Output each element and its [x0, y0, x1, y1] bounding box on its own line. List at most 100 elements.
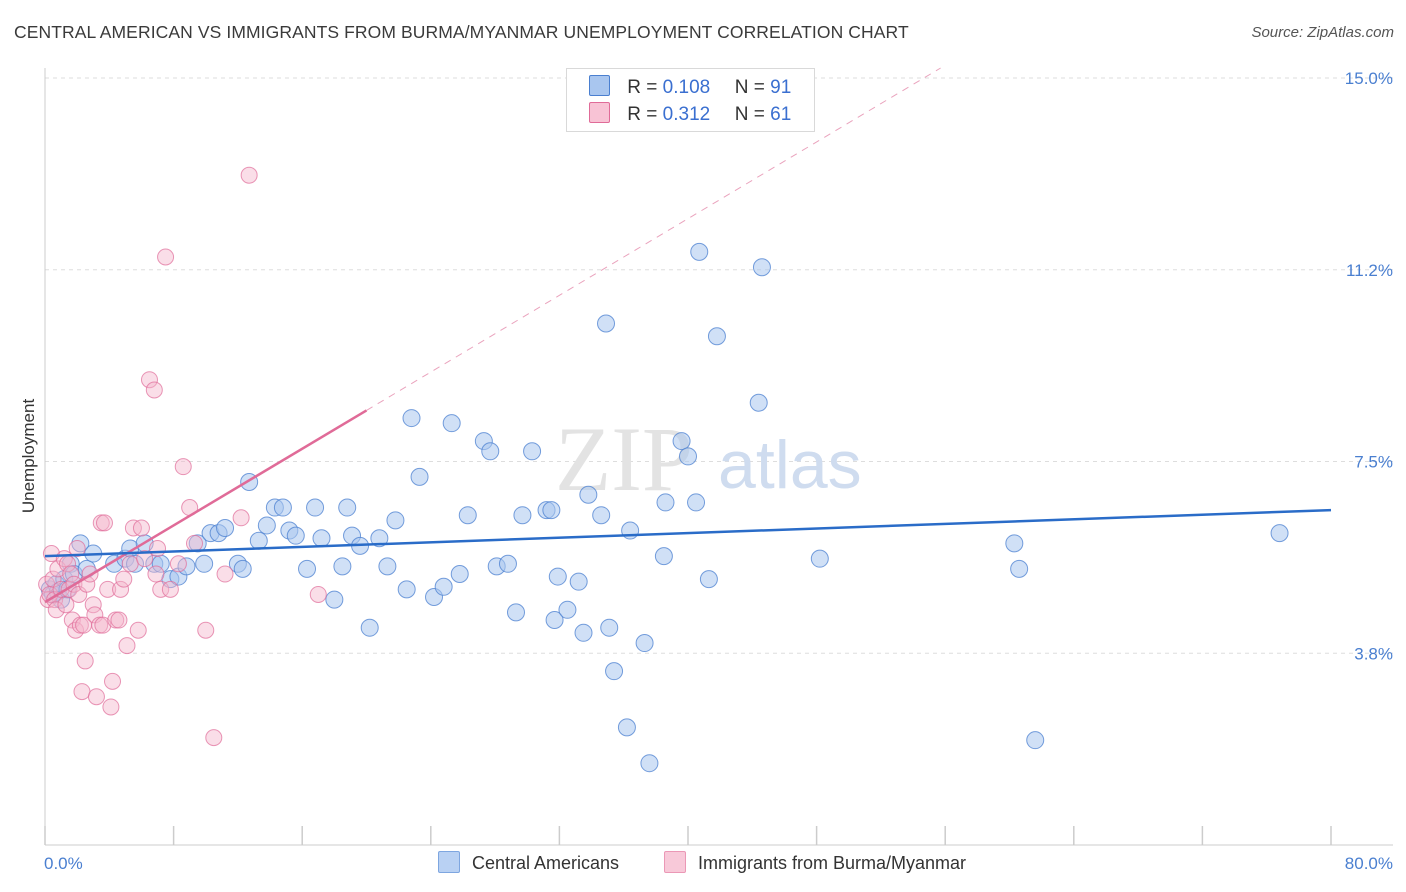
point-burma-myanmar: [205, 729, 223, 747]
series-central-americans: [40, 242, 1289, 773]
legend-r-label: R =: [627, 104, 658, 125]
point-burma-myanmar: [57, 596, 75, 614]
legend-r-value: 0.108: [662, 77, 711, 98]
point-central-american: [498, 554, 517, 573]
point-central-american: [548, 567, 567, 586]
bottom-legend-swatch-pink: [664, 851, 686, 873]
series-burma-myanmar: [38, 166, 327, 747]
y-tick-label-2: 7.5%: [1354, 453, 1393, 472]
watermark-zip: ZIP: [555, 408, 693, 510]
point-central-american: [605, 662, 624, 681]
point-burma-myanmar: [147, 565, 165, 583]
y-tick-label-1: 11.2%: [1346, 261, 1393, 280]
point-central-american: [574, 623, 593, 642]
correlation-legend: R = 0.108 N = 91 R = 0.312 N = 61: [566, 68, 815, 132]
point-central-american: [233, 559, 252, 578]
point-central-american: [410, 467, 429, 486]
x-tick-label-min: 0.0%: [44, 854, 83, 873]
source-label: Source: ZipAtlas.com: [1251, 24, 1394, 41]
point-burma-myanmar: [63, 611, 81, 629]
point-central-american: [216, 518, 235, 537]
point-central-american: [699, 570, 718, 589]
legend-row-burma-myanmar: R = 0.312 N = 61: [589, 102, 791, 128]
point-central-american: [434, 577, 453, 596]
point-central-american: [378, 557, 397, 576]
point-central-american: [640, 754, 659, 773]
legend-n-value: 91: [770, 77, 792, 98]
point-central-american: [600, 618, 619, 637]
point-central-american: [195, 554, 214, 573]
point-burma-myanmar: [140, 371, 158, 389]
point-central-american: [1270, 524, 1289, 543]
x-tick-label-max: 80.0%: [1345, 854, 1393, 873]
point-burma-myanmar: [118, 637, 136, 655]
point-burma-myanmar: [161, 580, 179, 598]
bottom-legend-central-americans: Central Americans: [438, 851, 619, 874]
point-central-american: [360, 618, 379, 637]
trend-lines: [44, 67, 1332, 604]
point-burma-myanmar: [67, 621, 85, 639]
point-burma-myanmar: [68, 539, 86, 557]
point-central-american: [1026, 731, 1045, 750]
y-tick-labels: 15.0% 11.2% 7.5% 3.8%: [1345, 69, 1393, 663]
point-burma-myanmar: [136, 550, 154, 568]
point-burma-myanmar: [102, 698, 120, 716]
point-central-american: [656, 493, 675, 512]
point-central-american: [542, 501, 561, 520]
point-central-american: [325, 590, 344, 609]
point-burma-myanmar: [174, 458, 192, 476]
point-burma-myanmar: [240, 166, 258, 184]
legend-r-value: 0.312: [662, 104, 711, 125]
point-central-american: [707, 327, 726, 346]
y-axis-title: Unemployment: [19, 399, 38, 514]
point-burma-myanmar: [104, 672, 122, 690]
point-central-american: [333, 557, 352, 576]
point-central-american: [579, 485, 598, 504]
point-central-american: [569, 572, 588, 591]
point-burma-myanmar: [42, 545, 60, 563]
point-burma-myanmar: [169, 555, 187, 573]
bottom-legend-label: Immigrants from Burma/Myanmar: [698, 853, 967, 873]
point-central-american: [687, 493, 706, 512]
point-central-american: [679, 447, 697, 466]
point-central-american: [286, 526, 305, 545]
point-central-american: [481, 442, 500, 461]
point-central-american: [597, 314, 616, 333]
watermark-atlas: atlas: [718, 427, 862, 503]
point-burma-myanmar: [87, 688, 105, 706]
axes: [44, 68, 1393, 846]
point-central-american: [370, 529, 389, 548]
trend-line-burma-myanmar: [44, 409, 368, 604]
point-central-american: [506, 603, 525, 622]
point-central-american: [1010, 559, 1029, 578]
point-central-american: [749, 393, 768, 412]
trend-line-central-americans: [44, 508, 1332, 558]
point-burma-myanmar: [145, 381, 163, 399]
point-burma-myanmar: [76, 652, 94, 670]
point-burma-myanmar: [197, 621, 215, 639]
point-burma-myanmar: [121, 555, 139, 573]
point-central-american: [386, 511, 405, 530]
legend-n-label: N =: [734, 104, 765, 125]
point-central-american: [298, 559, 317, 578]
point-central-american: [397, 580, 416, 599]
legend-r-label: R =: [627, 77, 658, 98]
chart-title: CENTRAL AMERICAN VS IMMIGRANTS FROM BURM…: [14, 22, 909, 42]
point-central-american: [672, 432, 691, 451]
point-burma-myanmar: [112, 580, 130, 598]
point-central-american: [654, 547, 673, 566]
y-tick-label-3: 3.8%: [1354, 644, 1393, 663]
legend-n-value: 61: [770, 104, 792, 125]
point-burma-myanmar: [47, 601, 65, 619]
point-burma-myanmar: [73, 683, 91, 701]
bottom-legend-label: Central Americans: [472, 853, 620, 873]
y-tick-label-0: 15.0%: [1345, 69, 1393, 88]
point-burma-myanmar: [110, 611, 128, 629]
legend-row-central-americans: R = 0.108 N = 91: [589, 75, 791, 101]
point-central-american: [558, 600, 577, 619]
point-burma-myanmar: [157, 248, 175, 266]
point-central-american: [450, 565, 469, 584]
point-central-american: [513, 506, 532, 525]
point-burma-myanmar: [62, 565, 80, 583]
